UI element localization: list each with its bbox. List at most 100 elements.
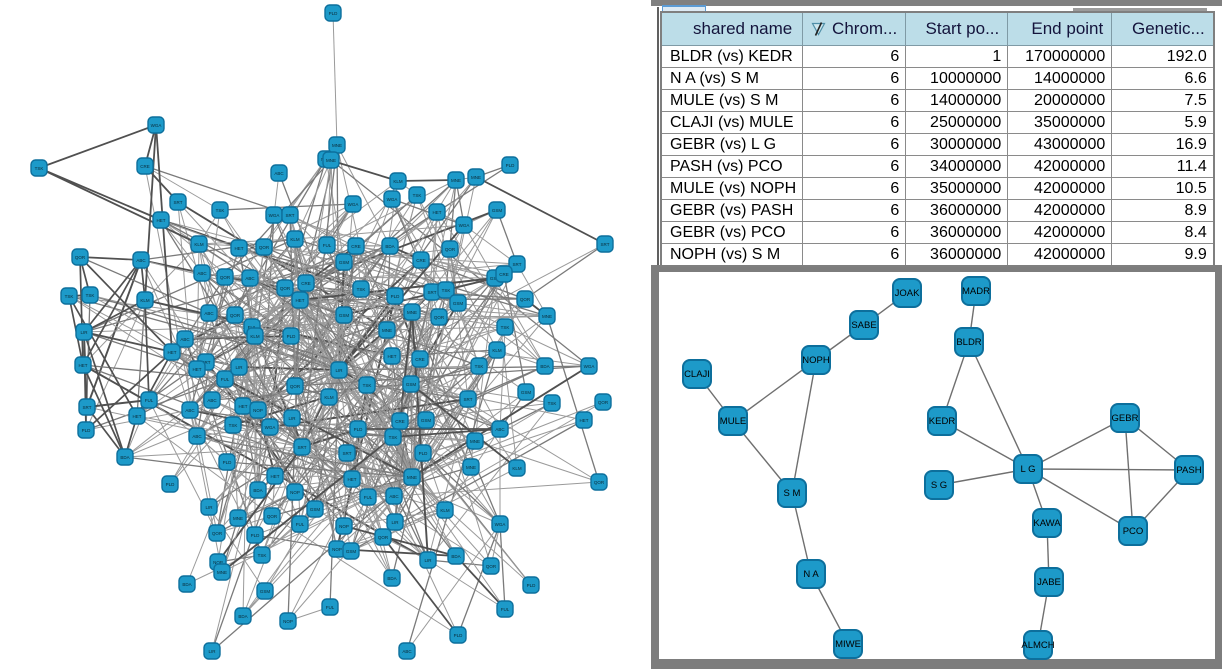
svg-text:HET: HET	[168, 350, 177, 355]
svg-text:FUL: FUL	[221, 377, 230, 382]
svg-text:SRT: SRT	[343, 451, 352, 456]
svg-text:SRT: SRT	[83, 405, 92, 410]
svg-text:KLM: KLM	[393, 179, 403, 184]
svg-text:ABC: ABC	[495, 427, 505, 432]
svg-text:PASH: PASH	[1176, 465, 1201, 476]
svg-text:SRT: SRT	[202, 360, 211, 365]
svg-text:GEBR: GEBR	[1112, 413, 1139, 424]
svg-text:PCO: PCO	[1123, 526, 1144, 537]
svg-text:TSK: TSK	[548, 401, 557, 406]
svg-text:MNE: MNE	[326, 158, 336, 163]
svg-text:KEDR: KEDR	[929, 416, 956, 427]
svg-text:BDA: BDA	[451, 554, 460, 559]
svg-text:HET: HET	[79, 363, 88, 368]
svg-text:NOP: NOP	[290, 490, 300, 495]
svg-text:MNE: MNE	[332, 143, 342, 148]
svg-text:GSM: GSM	[490, 276, 501, 281]
svg-text:SRT: SRT	[601, 242, 610, 247]
svg-text:PLD: PLD	[82, 428, 92, 433]
svg-text:PLD: PLD	[419, 451, 429, 456]
svg-text:HET: HET	[133, 414, 142, 419]
svg-text:PLD: PLD	[223, 460, 233, 465]
svg-text:TSK: TSK	[86, 293, 95, 298]
svg-text:TSK: TSK	[35, 166, 44, 171]
svg-text:MNE: MNE	[382, 328, 392, 333]
svg-text:CRE: CRE	[140, 164, 150, 169]
svg-text:KAWA: KAWA	[1033, 518, 1061, 529]
svg-text:MIWE: MIWE	[835, 639, 861, 650]
svg-text:FUL: FUL	[501, 607, 510, 612]
svg-text:NOP: NOP	[283, 619, 293, 624]
svg-text:SRT: SRT	[464, 397, 473, 402]
svg-text:HET: HET	[296, 298, 305, 303]
svg-text:KLM: KLM	[492, 348, 502, 353]
svg-text:KLM: KLM	[440, 508, 450, 513]
svg-text:KLM: KLM	[512, 466, 522, 471]
svg-text:HET: HET	[433, 210, 442, 215]
svg-text:QOR: QOR	[378, 535, 389, 540]
svg-text:BDA: BDA	[182, 582, 191, 587]
svg-text:PLD: PLD	[287, 334, 297, 339]
svg-text:CRE: CRE	[351, 244, 361, 249]
svg-text:GSM: GSM	[260, 589, 271, 594]
svg-text:NOPH: NOPH	[802, 355, 830, 366]
svg-text:LIR: LIR	[335, 368, 343, 373]
svg-text:GSM: GSM	[406, 382, 417, 387]
svg-text:WGA: WGA	[459, 223, 470, 228]
svg-text:S M: S M	[784, 488, 801, 499]
svg-text:WGA: WGA	[348, 202, 359, 207]
svg-text:QOR: QOR	[212, 531, 223, 536]
svg-text:BDA: BDA	[238, 614, 247, 619]
svg-text:PLD: PLD	[251, 533, 261, 538]
svg-text:HET: HET	[235, 246, 244, 251]
svg-text:GSM: GSM	[492, 208, 503, 213]
svg-text:TSK: TSK	[216, 208, 225, 213]
svg-text:LIR: LIR	[205, 505, 213, 510]
svg-text:PLD: PLD	[166, 482, 176, 487]
svg-text:WGA: WGA	[584, 364, 595, 369]
svg-text:KLM: KLM	[194, 242, 204, 247]
svg-text:MNE: MNE	[466, 465, 476, 470]
svg-text:ABC: ABC	[204, 311, 214, 316]
svg-text:SRT: SRT	[428, 290, 437, 295]
svg-text:LIR: LIR	[391, 520, 399, 525]
svg-text:QOR: QOR	[230, 313, 241, 318]
svg-text:WGA: WGA	[151, 123, 162, 128]
svg-text:HET: HET	[580, 418, 589, 423]
svg-text:KLM: KLM	[324, 395, 334, 400]
svg-text:ABC: ABC	[136, 258, 146, 263]
svg-text:KLM: KLM	[250, 334, 260, 339]
svg-text:FUL: FUL	[296, 522, 305, 527]
svg-text:FUL: FUL	[326, 605, 335, 610]
svg-text:LIR: LIR	[424, 558, 432, 563]
svg-text:GSM: GSM	[339, 260, 350, 265]
svg-text:KLM: KLM	[290, 237, 300, 242]
svg-text:PLD: PLD	[506, 163, 516, 168]
svg-text:LIR: LIR	[208, 649, 216, 654]
svg-text:NOP: NOP	[253, 408, 263, 413]
svg-text:ABC: ABC	[402, 649, 412, 654]
svg-text:BDA: BDA	[540, 364, 549, 369]
svg-text:FUL: FUL	[145, 398, 154, 403]
svg-text:QOR: QOR	[445, 247, 456, 252]
svg-text:HET: HET	[348, 477, 357, 482]
svg-text:QOR: QOR	[290, 384, 301, 389]
svg-text:BLDR: BLDR	[956, 337, 981, 348]
svg-text:QOR: QOR	[434, 315, 445, 320]
svg-text:QOR: QOR	[594, 480, 605, 485]
svg-text:SRT: SRT	[286, 213, 295, 218]
svg-text:HET: HET	[271, 474, 280, 479]
svg-text:WGA: WGA	[387, 197, 398, 202]
svg-text:QOR: QOR	[486, 564, 497, 569]
svg-text:QOR: QOR	[259, 245, 270, 250]
svg-text:HET: HET	[157, 218, 166, 223]
svg-text:GSM: GSM	[310, 507, 321, 512]
svg-text:QOR: QOR	[267, 514, 278, 519]
svg-text:QOR: QOR	[598, 400, 609, 405]
svg-text:MNE: MNE	[471, 175, 481, 180]
svg-text:ABC: ABC	[274, 171, 284, 176]
svg-text:MNE: MNE	[407, 310, 417, 315]
svg-text:QOR: QOR	[75, 255, 86, 260]
svg-text:PLD: PLD	[391, 294, 401, 299]
svg-text:N A: N A	[803, 569, 819, 580]
